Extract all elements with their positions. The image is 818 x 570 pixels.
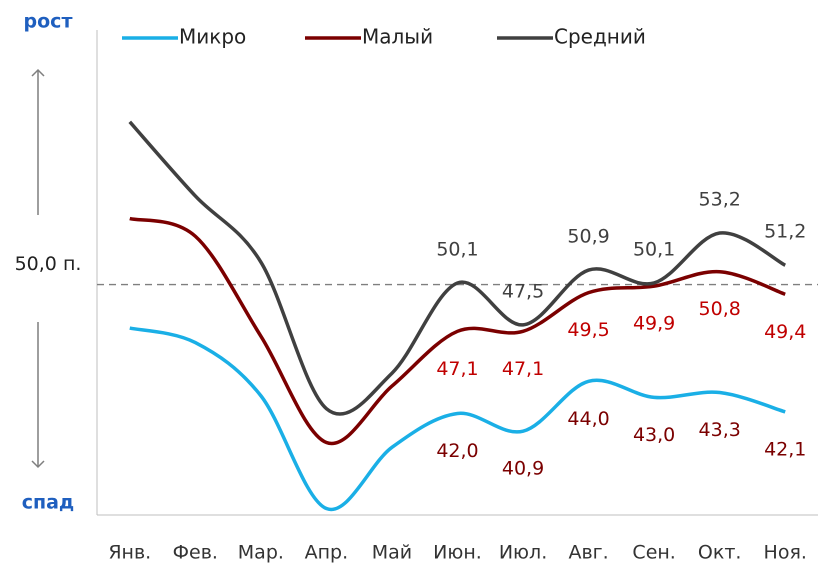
data-label: 47,1	[436, 358, 478, 380]
data-label: 51,2	[764, 221, 806, 243]
data-label: 53,2	[699, 189, 741, 211]
data-label: 43,3	[699, 419, 741, 441]
data-label: 50,1	[633, 238, 675, 260]
data-label: 42,0	[436, 440, 478, 462]
data-label: 49,9	[633, 313, 675, 335]
data-label: 47,5	[502, 280, 544, 302]
data-label: 50,9	[567, 226, 609, 248]
x-tick-label: Авг.	[568, 542, 608, 564]
x-tick-label: Ноя.	[764, 542, 807, 564]
data-label: 40,9	[502, 458, 544, 480]
data-label: 43,0	[633, 424, 675, 446]
x-tick-label: Апр.	[305, 542, 349, 564]
data-label: 44,0	[567, 408, 609, 430]
x-tick-label: Мар.	[238, 542, 284, 564]
data-label: 47,1	[502, 358, 544, 380]
series-line	[128, 120, 787, 416]
reference-label: 50,0 п.	[15, 253, 82, 275]
data-label: 42,1	[764, 438, 806, 460]
x-tick-label: Окт.	[698, 542, 742, 564]
x-tick-label: Июн.	[433, 542, 482, 564]
legend-label: Малый	[362, 25, 433, 49]
annotation-bottom: спад	[22, 492, 75, 514]
series-line	[129, 216, 786, 446]
data-label: 50,1	[436, 238, 478, 260]
x-tick-label: Янв.	[108, 542, 151, 564]
data-label: 49,5	[567, 319, 609, 341]
x-tick-label: Июл.	[499, 542, 547, 564]
legend-label: Микро	[179, 25, 246, 49]
data-label: 50,8	[699, 298, 741, 320]
data-label: 49,4	[764, 321, 806, 343]
x-tick-label: Сен.	[632, 542, 675, 564]
series-line	[129, 326, 786, 512]
annotation-top: рост	[24, 11, 73, 33]
x-tick-label: Май	[372, 542, 412, 564]
legend-label: Средний	[554, 25, 646, 49]
x-tick-label: Фев.	[173, 542, 218, 564]
